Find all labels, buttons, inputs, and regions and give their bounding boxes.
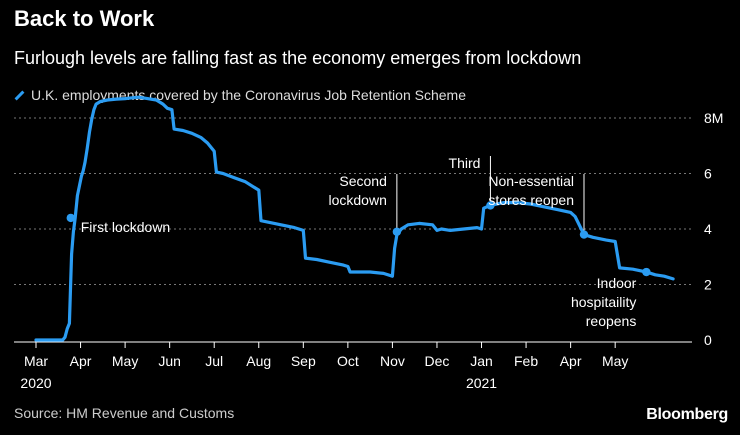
annotation-label: stores reopen bbox=[488, 192, 574, 208]
x-tick-label: Jun bbox=[158, 353, 181, 369]
x-tick-label: Mar bbox=[24, 353, 48, 369]
x-tick-label: Apr bbox=[560, 353, 582, 369]
x-tick-label: Aug bbox=[246, 353, 271, 369]
y-tick-label: 8M bbox=[704, 110, 723, 126]
series-line bbox=[34, 95, 675, 342]
event-marker bbox=[642, 267, 651, 277]
bloomberg-logo: Bloomberg bbox=[646, 406, 728, 423]
annotation-label: lockdown bbox=[328, 192, 386, 208]
chart-title: Back to Work bbox=[14, 6, 155, 31]
x-tick-label: Oct bbox=[337, 353, 359, 369]
series-lines bbox=[34, 95, 675, 342]
source-note: Source: HM Revenue and Customs bbox=[14, 405, 235, 421]
event-markers bbox=[66, 201, 651, 277]
x-tick-label: Nov bbox=[380, 353, 405, 369]
x-tick-label: May bbox=[602, 353, 628, 369]
annotation-label: Indoor bbox=[597, 275, 637, 291]
chart-subtitle: Furlough levels are falling fast as the … bbox=[14, 48, 582, 68]
annotation-label: First lockdown bbox=[81, 219, 170, 235]
event-marker bbox=[579, 230, 589, 239]
y-tick-label: 4 bbox=[704, 221, 712, 237]
annotation-label: Non-essential bbox=[488, 173, 574, 189]
x-tick-label: Jul bbox=[205, 353, 223, 369]
gridlines bbox=[14, 117, 692, 285]
y-tick-label: 6 bbox=[704, 166, 712, 182]
x-tick-label: May bbox=[112, 353, 138, 369]
event-marker bbox=[66, 213, 75, 223]
annotation-label: hospitaility bbox=[571, 294, 636, 310]
y-tick-label: 2 bbox=[704, 277, 712, 293]
x-tick-year-label: 2020 bbox=[20, 375, 51, 391]
annotation-label: Second bbox=[339, 173, 386, 189]
x-tick-label: Sep bbox=[291, 353, 316, 369]
event-marker bbox=[486, 201, 495, 210]
y-tick-label: 0 bbox=[704, 332, 712, 348]
y-axis: 8M 6 4 2 0 bbox=[704, 110, 723, 348]
annotation-label: Third bbox=[449, 155, 481, 171]
x-tick-label: Apr bbox=[70, 353, 92, 369]
x-axis: Mar 2020 Apr May Jun Jul Aug Sep Oct Nov Dec Jan 202… bbox=[14, 341, 692, 391]
annotation-leaders bbox=[396, 156, 647, 275]
x-tick-year-label: 2021 bbox=[466, 375, 497, 391]
event-marker bbox=[392, 227, 402, 236]
x-tick-label: Jan bbox=[470, 353, 493, 369]
annotations: First lockdown Second lockdown Third Non-ess… bbox=[81, 155, 637, 329]
x-tick-label: Dec bbox=[425, 353, 450, 369]
annotation-label: reopens bbox=[586, 313, 637, 329]
x-tick-label: Feb bbox=[514, 353, 538, 369]
